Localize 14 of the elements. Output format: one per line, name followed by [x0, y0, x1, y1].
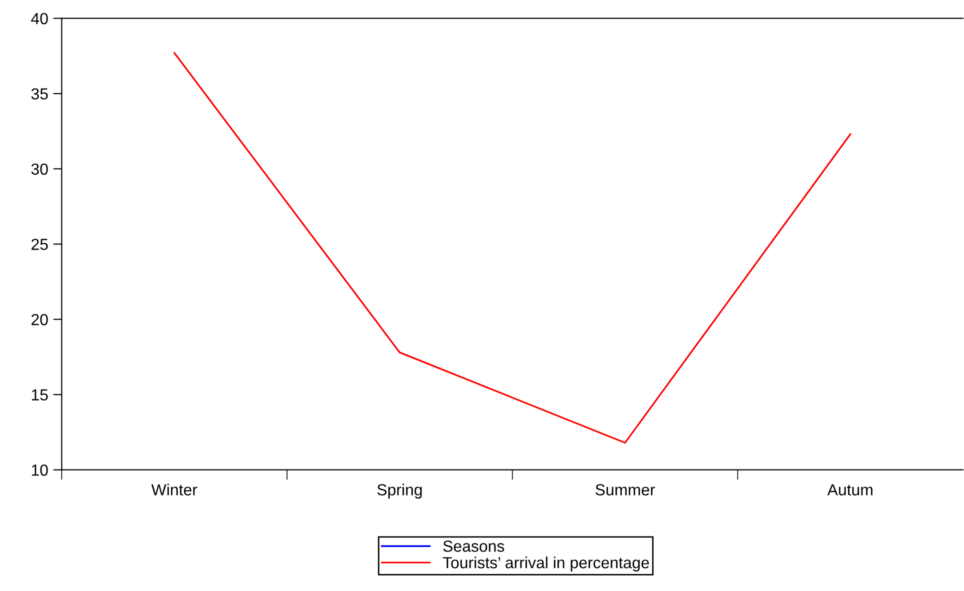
x-tick-label: Winter	[151, 484, 198, 496]
y-tick-label: 15	[32, 389, 48, 401]
line-series	[174, 52, 852, 444]
legend-label: Seasons	[443, 540, 504, 552]
y-tick-label: 40	[31, 12, 48, 24]
x-tick-label: Autum	[827, 484, 872, 496]
y-tick-label: 35	[31, 88, 48, 100]
x-tick-label: Summer	[596, 484, 655, 496]
x-tick-label: Spring	[377, 484, 422, 499]
y-tick-label: 30	[31, 163, 48, 175]
legend-label: Tourists’ arrival in percentage	[442, 556, 649, 572]
y-tick-label: 10	[32, 464, 48, 476]
y-tick-label: 25	[32, 238, 48, 250]
y-tick-label: 20	[32, 314, 48, 326]
